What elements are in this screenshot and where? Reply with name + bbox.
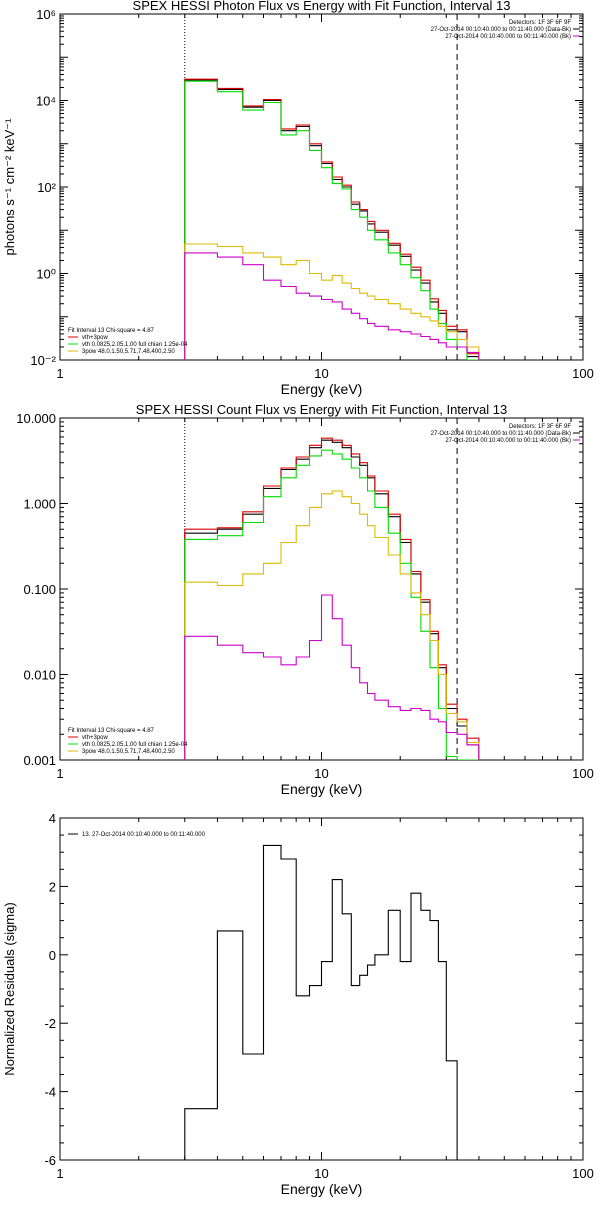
legend-entry: 13. 27-Oct-2014 00:10:40.000 to 00:11:40… bbox=[82, 832, 206, 838]
chart-1: SPEX HESSI Photon Flux vs Energy with Fi… bbox=[2, 0, 594, 397]
info-line: 27-Oct-2014 00:10:40.000 to 00:11:40.000… bbox=[431, 27, 571, 33]
y-tick-label: -6 bbox=[44, 1153, 56, 1168]
y-axis-label: Normalized Residuals (sigma) bbox=[2, 902, 17, 1075]
series-line-data-bk bbox=[184, 79, 480, 360]
info-line: 27-Oct-2014 00:10:40.000 to 00:11:40.000… bbox=[431, 431, 571, 437]
y-tick-label: 10.000 bbox=[16, 411, 56, 426]
plot-frame bbox=[59, 817, 584, 1161]
chart-title: SPEX HESSI Count Flux vs Energy with Fit… bbox=[136, 402, 507, 417]
series-line-13-27-oct-2014-00-10-40-000-to-00-11-40-000 bbox=[184, 844, 458, 1160]
plot-frame bbox=[59, 417, 584, 761]
y-axis: 10⁻² 10⁰ 10² 10⁴ 10⁶ bbox=[30, 7, 583, 368]
series-line-vth bbox=[184, 80, 479, 360]
x-axis-label: Energy (keV) bbox=[281, 781, 363, 797]
y-tick-label: 0 bbox=[49, 948, 56, 963]
series-group bbox=[184, 78, 480, 360]
legend: 13. 27-Oct-2014 00:10:40.000 to 00:11:40… bbox=[68, 832, 206, 838]
series-line-vth bbox=[184, 449, 479, 760]
series-line-3pow bbox=[184, 243, 480, 360]
y-tick-label: 0.100 bbox=[23, 582, 56, 597]
x-tick-label: 1 bbox=[56, 366, 63, 381]
chart-title: SPEX HESSI Photon Flux vs Energy with Fi… bbox=[133, 0, 511, 13]
info-line: Detectors: 1F 3F 6F 9F bbox=[509, 424, 571, 430]
series-line-3pow bbox=[184, 490, 480, 760]
legend-entry: Fit Interval 13 Chi-square = 4.87 bbox=[68, 728, 155, 734]
y-tick-label: 4 bbox=[49, 811, 56, 826]
x-axis: 1 10 100 bbox=[56, 14, 594, 381]
legend-entry: vth+3pow bbox=[82, 735, 109, 741]
y-axis: 0.001 0.010 0.100 1.000 10.000 bbox=[16, 411, 583, 768]
series-line-bk bbox=[184, 252, 480, 360]
y-axis: -6 -4 -2 0 2 4 bbox=[44, 811, 583, 1168]
y-tick-label: 1.000 bbox=[23, 497, 56, 512]
x-axis: 1 10 100 bbox=[56, 418, 594, 781]
x-tick-label: 10 bbox=[314, 766, 328, 781]
legend-entry: vth 0.0825,2.05,1.00 full chian 1.25e-04 bbox=[82, 342, 188, 348]
y-tick-label: 2 bbox=[49, 879, 56, 894]
info-line: 27-Oct-2014 00:10:40.000 to 00:11:40.000… bbox=[445, 34, 571, 40]
x-tick-label: 10 bbox=[314, 1166, 328, 1181]
chart-2: SPEX HESSI Count Flux vs Energy with Fit… bbox=[16, 402, 594, 797]
y-tick-label: 10⁻² bbox=[30, 353, 56, 368]
series-line-bk bbox=[184, 594, 480, 760]
plot-frame bbox=[59, 13, 584, 361]
legend-entry: 3pow 48.0,1.50,5.71,7.48,400,2.50 bbox=[82, 349, 175, 355]
x-tick-label: 1 bbox=[56, 1166, 63, 1181]
series-group bbox=[184, 437, 480, 760]
legend-entry: vth+3pow bbox=[82, 335, 109, 341]
x-axis: 1 10 100 bbox=[56, 818, 594, 1181]
x-tick-label: 100 bbox=[572, 1166, 594, 1181]
legend-entry: Fit Interval 13 Chi-square = 4.87 bbox=[68, 328, 155, 334]
y-tick-label: -4 bbox=[44, 1085, 56, 1100]
x-tick-label: 100 bbox=[572, 366, 594, 381]
x-axis-label: Energy (keV) bbox=[281, 1181, 363, 1197]
x-tick-label: 1 bbox=[56, 766, 63, 781]
y-tick-label: 10² bbox=[37, 180, 56, 195]
series-line-vth-3pow bbox=[184, 78, 480, 360]
legend-entry: vth 0.0825,2.05,1.00 full chian 1.25e-04 bbox=[82, 742, 188, 748]
y-tick-label: 0.001 bbox=[23, 753, 56, 768]
legend-entry: 3pow 48.0,1.50,5.71,7.48,400,2.50 bbox=[82, 749, 175, 755]
y-tick-label: -2 bbox=[44, 1016, 56, 1031]
series-group bbox=[184, 844, 458, 1160]
series-line-vth-3pow bbox=[184, 437, 480, 760]
y-axis-label: photons s⁻¹ cm⁻² keV⁻¹ bbox=[2, 118, 17, 256]
legend: Fit Interval 13 Chi-square = 4.87vth+3po… bbox=[68, 328, 188, 355]
chart-3: 1 10 100 Energy (keV) -6 -4 -2 0 2 4 Normalized Re… bbox=[2, 811, 594, 1197]
x-axis-label: Energy (keV) bbox=[281, 381, 363, 397]
legend: Fit Interval 13 Chi-square = 4.87vth+3po… bbox=[68, 728, 188, 755]
series-line-data-bk bbox=[184, 439, 480, 760]
y-tick-label: 0.010 bbox=[23, 668, 56, 683]
y-tick-label: 10⁴ bbox=[36, 94, 56, 109]
y-tick-label: 10⁰ bbox=[36, 267, 56, 282]
info-line: 27-Oct-2014 00:10:40.000 to 00:11:40.000… bbox=[445, 438, 571, 444]
x-tick-label: 100 bbox=[572, 766, 594, 781]
y-tick-label: 10⁶ bbox=[36, 7, 56, 22]
info-line: Detectors: 1F 3F 6F 9F bbox=[509, 20, 571, 26]
x-tick-label: 10 bbox=[314, 366, 328, 381]
